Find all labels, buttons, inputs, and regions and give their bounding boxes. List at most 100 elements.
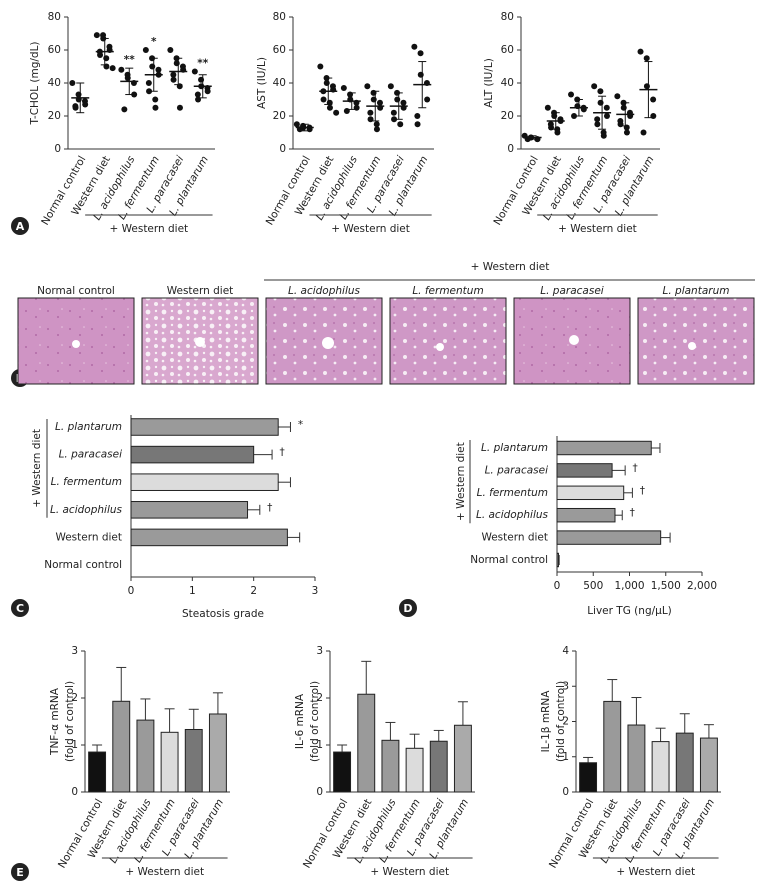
data-point: [594, 121, 601, 128]
y-axis-label: (fold of control): [309, 681, 321, 762]
histology-label: Normal control: [37, 285, 115, 297]
bar: [130, 418, 279, 436]
data-point: [597, 99, 604, 106]
central-vein: [688, 342, 696, 350]
data-point: [194, 91, 201, 98]
y-tick-label: 2: [316, 692, 323, 704]
y-tick-label: 80: [501, 11, 514, 23]
bar: [603, 700, 622, 793]
data-point: [367, 109, 374, 116]
central-vein: [436, 343, 444, 351]
y-tick-label: 0: [507, 143, 514, 155]
panel-letter-text: C: [16, 602, 24, 615]
y-tick-label: 3: [71, 645, 78, 657]
histology-images: [17, 297, 755, 385]
y-tick-label: 60: [501, 44, 514, 56]
data-point: [417, 50, 424, 57]
bar: [88, 751, 107, 793]
significance: *: [298, 419, 303, 431]
bar: [130, 501, 249, 519]
bar: [453, 724, 472, 793]
data-point: [152, 96, 159, 103]
data-point: [191, 68, 198, 75]
data-point: [131, 91, 138, 98]
y-tick-label: Western diet: [481, 532, 548, 544]
data-point: [424, 96, 431, 103]
bar: [184, 728, 203, 793]
group-label: + Western diet: [455, 442, 467, 521]
bar: [579, 762, 598, 793]
y-tick-label: 3: [316, 645, 323, 657]
data-point: [72, 104, 79, 111]
data-point: [594, 116, 601, 123]
data-point: [620, 104, 627, 111]
x-tick-label: 2: [250, 585, 257, 597]
histology-label: Western diet: [167, 285, 234, 297]
x-tick-label: 3: [312, 585, 319, 597]
data-point: [373, 126, 380, 133]
y-tick-label: 0: [279, 143, 286, 155]
data-point: [603, 113, 610, 119]
bar: [556, 440, 652, 456]
y-axis-label: ALT (IU/L): [483, 58, 495, 108]
data-point: [124, 75, 131, 82]
y-tick-label: L. paracasei: [59, 449, 123, 461]
data-point: [320, 96, 327, 103]
significance: *: [151, 36, 157, 48]
data-point: [146, 88, 153, 95]
y-axis-label: IL-1β mRNA: [540, 690, 552, 753]
data-point: [417, 71, 424, 78]
bar: [160, 731, 179, 793]
data-point: [400, 99, 407, 106]
histology-image: [637, 297, 755, 385]
y-tick-label: 0: [316, 786, 323, 798]
central-vein: [569, 335, 579, 345]
data-point: [397, 121, 404, 128]
data-point: [204, 88, 211, 95]
y-tick-label: L. fermentum: [477, 487, 548, 499]
bar: [556, 507, 616, 523]
x-tick-label: 1,000: [614, 580, 644, 592]
histology-label: L. plantarum: [663, 285, 730, 297]
data-point: [103, 55, 110, 62]
data-point: [170, 76, 177, 83]
data-point: [109, 65, 116, 72]
y-tick-label: 3: [562, 680, 569, 692]
bar: [556, 485, 625, 501]
group-label: + Western diet: [616, 866, 695, 878]
bar: [381, 739, 400, 793]
y-tick-label: 60: [48, 44, 61, 56]
y-tick-label: L. fermentum: [51, 476, 122, 488]
data-point: [340, 84, 347, 91]
y-tick-label: L. acidophilus: [476, 509, 549, 521]
data-point: [176, 104, 183, 111]
y-tick-label: 2: [71, 692, 78, 704]
significance: †: [630, 507, 635, 519]
y-tick-label: 20: [273, 110, 286, 122]
data-point: [145, 80, 152, 86]
data-point: [571, 113, 578, 119]
central-vein: [195, 337, 205, 347]
y-tick-label: 80: [273, 11, 286, 23]
significance: **: [197, 57, 208, 69]
y-tick-label: L. plantarum: [481, 442, 548, 454]
data-point: [376, 99, 383, 106]
data-point: [390, 109, 397, 116]
data-point: [568, 91, 575, 98]
significance: †: [279, 447, 284, 459]
y-tick-label: 1: [71, 739, 78, 751]
bar: [429, 740, 448, 793]
data-point: [600, 132, 607, 139]
data-point: [152, 104, 159, 111]
panel-letter: A: [11, 217, 29, 235]
y-tick-label: Normal control: [44, 559, 122, 571]
x-axis-label: Steatosis grade: [182, 608, 264, 620]
x-tick-label: 0: [128, 585, 135, 597]
histology-label: L. acidophilus: [288, 285, 361, 297]
y-tick-label: 40: [48, 77, 61, 89]
bar: [627, 724, 646, 793]
y-axis-label: (fold of control): [555, 681, 567, 762]
group-label: + Western diet: [331, 223, 410, 235]
bar: [556, 530, 662, 545]
data-point: [97, 51, 104, 58]
